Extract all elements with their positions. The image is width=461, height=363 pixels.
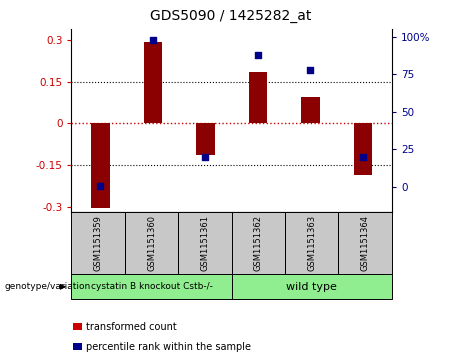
Bar [125,212,178,274]
Text: GSM1151361: GSM1151361 [201,215,209,271]
Point [149,37,157,42]
Text: GSM1151364: GSM1151364 [361,215,370,271]
Point [307,67,314,73]
Bar [231,212,285,274]
Bar [178,212,231,274]
Text: wild type: wild type [286,282,337,292]
Text: genotype/variation: genotype/variation [5,282,91,291]
Text: GSM1151360: GSM1151360 [147,215,156,271]
Point [202,154,209,160]
Text: percentile rank within the sample: percentile rank within the sample [86,342,251,352]
Bar [231,274,392,299]
Bar [249,72,267,123]
Bar [91,123,110,208]
Text: GSM1151363: GSM1151363 [307,215,316,271]
Bar [196,123,214,155]
Point [359,154,366,160]
Bar [73,323,82,330]
Text: GDS5090 / 1425282_at: GDS5090 / 1425282_at [150,9,311,23]
Point [97,183,104,188]
Bar [71,274,231,299]
Point [254,52,261,57]
Text: GSM1151359: GSM1151359 [94,215,103,271]
Bar [71,212,125,274]
Bar [144,41,162,123]
Bar [285,212,338,274]
Bar [73,343,82,350]
Bar [338,212,392,274]
Text: cystatin B knockout Cstb-/-: cystatin B knockout Cstb-/- [91,282,213,291]
Bar [354,123,372,175]
Text: GSM1151362: GSM1151362 [254,215,263,271]
Text: transformed count: transformed count [86,322,177,332]
Bar [301,97,319,123]
